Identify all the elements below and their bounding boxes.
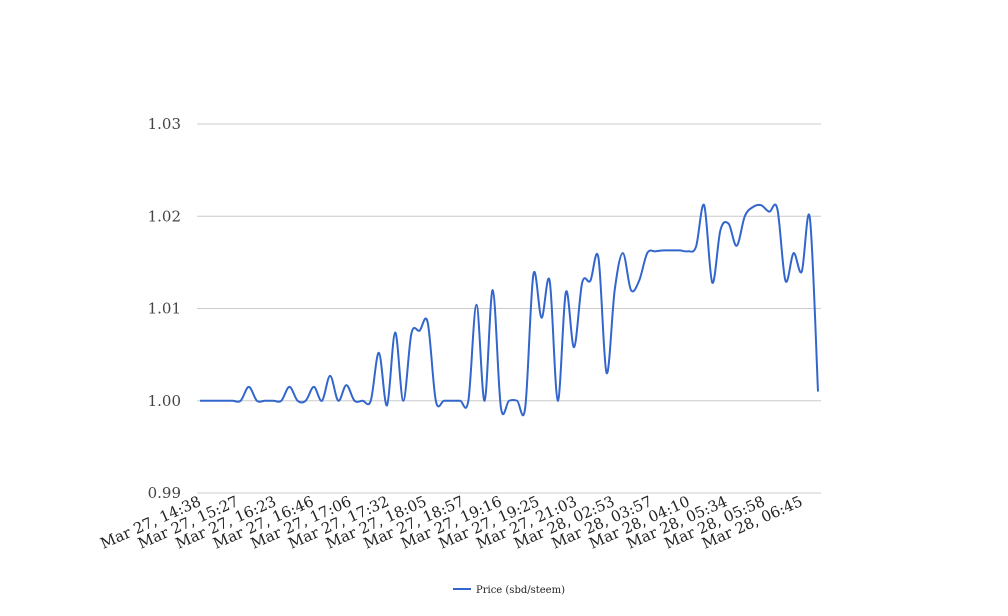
y-tick-label: 1.01	[148, 300, 181, 318]
y-tick-label: 1.02	[148, 207, 181, 225]
y-tick-label: 1.00	[148, 392, 181, 410]
series-lines	[200, 203, 819, 417]
y-tick-label: 1.03	[148, 115, 181, 133]
legend: Price (sbd/steem)	[453, 585, 565, 596]
series-line-price	[200, 203, 819, 417]
legend-label: Price (sbd/steem)	[476, 585, 565, 596]
grid-lines	[197, 123, 821, 494]
y-axis-ticks: 0.99 1.00 1.01 1.02 1.03	[148, 115, 181, 502]
y-tick-label: 0.99	[148, 484, 181, 502]
